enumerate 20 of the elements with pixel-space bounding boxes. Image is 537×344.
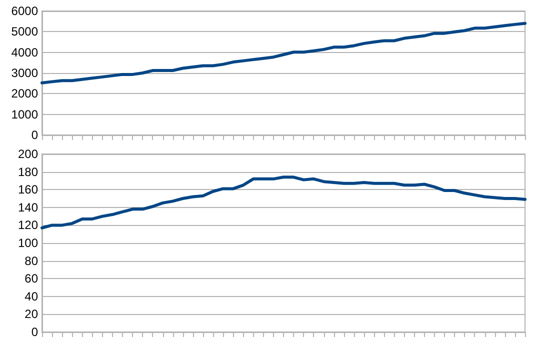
y-tick-label: 6000	[11, 4, 38, 18]
y-tick-label: 160	[18, 182, 38, 197]
y-tick-label: 0	[31, 128, 38, 142]
y-tick-label: 60	[24, 272, 38, 286]
line-series	[40, 22, 526, 84]
y-tick-label: 20	[24, 307, 38, 322]
y-tick-label: 140	[18, 200, 38, 214]
y-tick-label: 100	[18, 236, 38, 250]
y-tick-label: 180	[18, 164, 38, 179]
y-tick-label: 1000	[11, 107, 38, 122]
y-tick-label: 120	[18, 218, 38, 232]
y-tick-label: 200	[18, 147, 38, 161]
y-tick-label: 5000	[11, 24, 38, 39]
y-tick-label: 4000	[11, 45, 38, 60]
y-tick-label: 40	[24, 289, 38, 304]
y-tick-label: 0	[31, 325, 38, 339]
y-tick-label: 2000	[11, 86, 38, 101]
y-tick-label: 3000	[11, 66, 38, 80]
y-tick-label: 80	[24, 254, 38, 268]
line-series	[40, 176, 526, 230]
